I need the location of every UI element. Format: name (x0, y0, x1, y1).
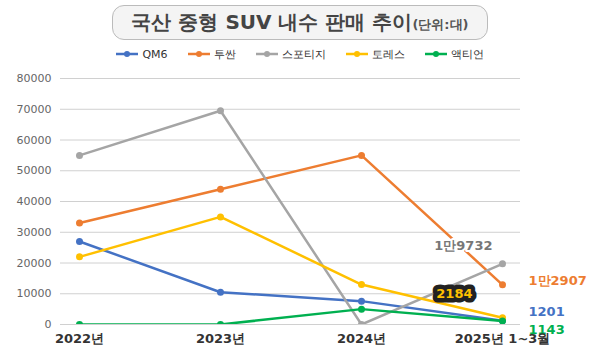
svg-text:80000: 80000 (17, 72, 52, 85)
svg-text:2022년: 2022년 (55, 331, 104, 346)
svg-text:60000: 60000 (17, 134, 52, 147)
svg-text:2023년: 2023년 (196, 331, 245, 346)
svg-text:30000: 30000 (17, 226, 52, 239)
html-text:액티언: 액티언 (450, 47, 484, 61)
svg-text:1143: 1143 (528, 322, 565, 338)
svg-text:2025년 1~3월: 2025년 1~3월 (455, 331, 551, 346)
svg-text:10000: 10000 (17, 287, 52, 300)
svg-text:20000: 20000 (17, 257, 52, 270)
svg-text:0: 0 (45, 318, 52, 331)
svg-text:70000: 70000 (17, 103, 52, 116)
svg-text:50000: 50000 (17, 164, 52, 177)
html-text:토레스: 토레스 (371, 47, 405, 61)
svg-text:2184: 2184 (436, 286, 472, 301)
html-text:QM6: QM6 (142, 47, 168, 61)
html-text:투싼: 투싼 (213, 47, 236, 61)
html-text:국산 중형 SUV 내수 판매 추이(단위:대): 국산 중형 SUV 내수 판매 추이(단위:대) (131, 9, 469, 34)
svg-text:2024년: 2024년 (337, 331, 386, 346)
svg-text:40000: 40000 (17, 195, 52, 208)
svg-text:1201: 1201 (529, 304, 565, 319)
svg-text:1만2907: 1만2907 (529, 273, 587, 288)
svg-text:1만9732: 1만9732 (434, 238, 492, 253)
html-text:스포티지: 스포티지 (281, 47, 326, 61)
